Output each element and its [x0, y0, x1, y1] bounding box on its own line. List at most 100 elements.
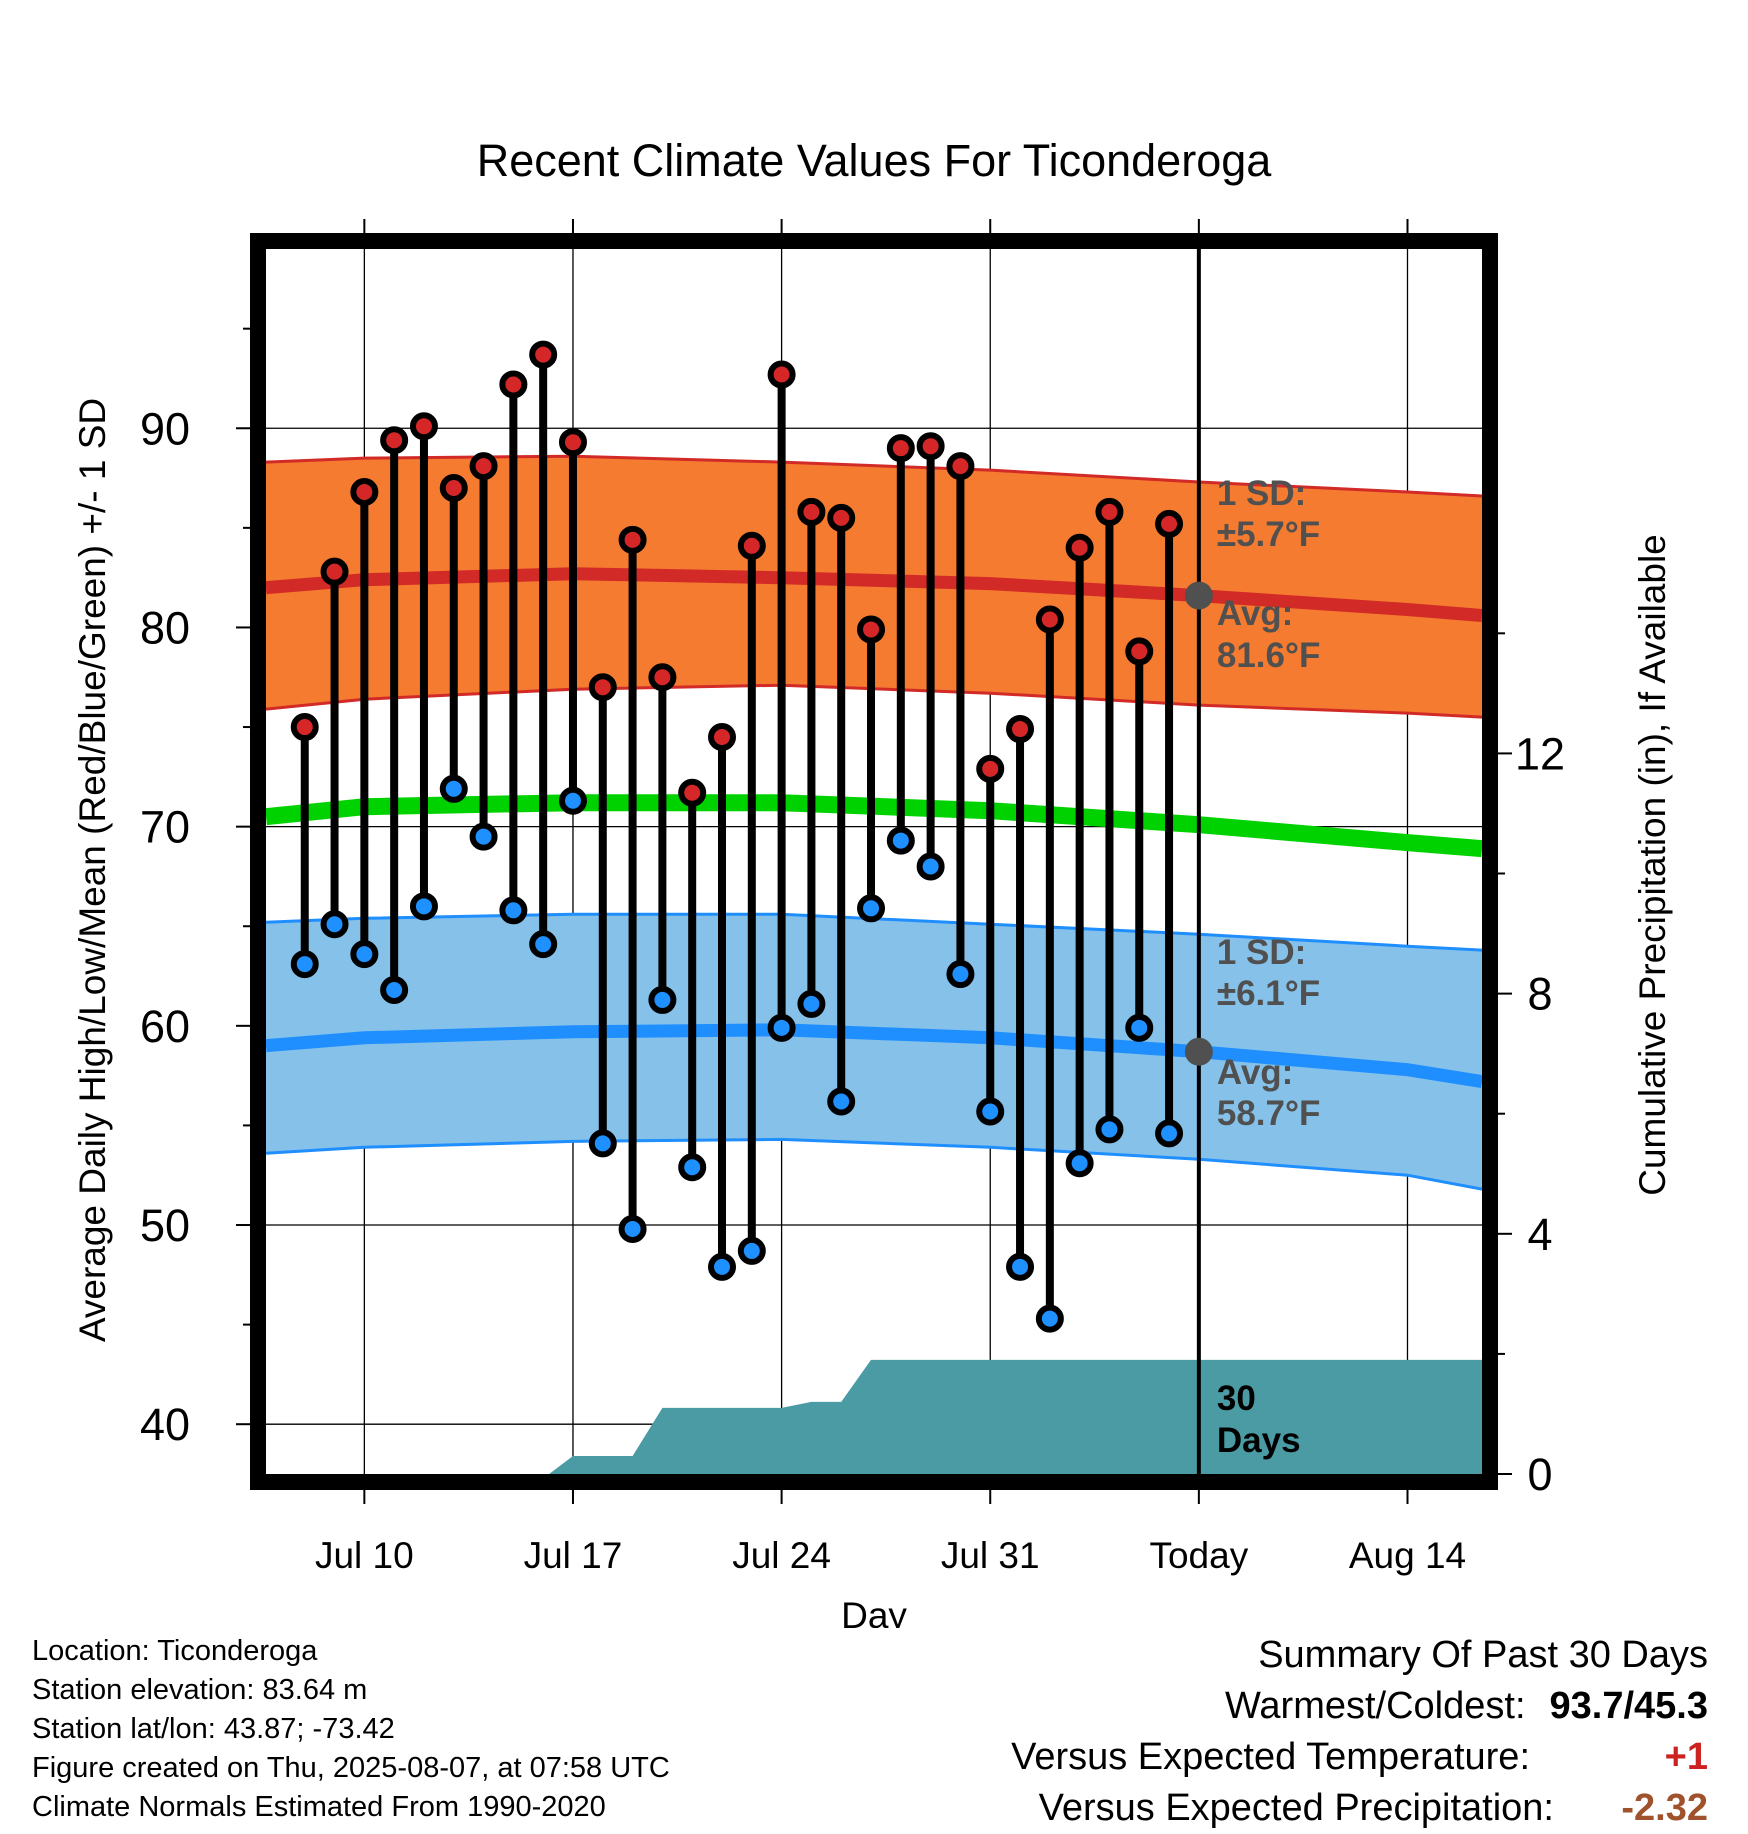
high-temp-point: [678, 778, 707, 807]
low-temp-point: [886, 826, 915, 855]
low-temp-point: [290, 950, 319, 979]
low-temp-point: [1125, 1013, 1154, 1042]
high-temp-point: [946, 452, 975, 481]
y2-axis-label: Cumulative Precipitation (in), If Availa…: [1632, 534, 1673, 1196]
high-temp-point: [1125, 637, 1154, 666]
low-lower-line: [266, 1137, 1482, 1191]
chart-title: Recent Climate Values For Ticonderoga: [477, 135, 1273, 186]
high-temp-point: [439, 474, 468, 503]
precip-value: -2.32: [1621, 1787, 1708, 1829]
low-temp-point: [469, 822, 498, 851]
low-sd-label: 1 SD:: [1217, 933, 1306, 972]
high-temp-point: [737, 531, 766, 560]
high-temp-point: [648, 663, 677, 692]
low-temp-point: [946, 960, 975, 989]
temp-value: +1: [1664, 1736, 1708, 1778]
low-temp-point: [1155, 1119, 1184, 1148]
y2-tick-label: 12: [1515, 728, 1565, 779]
low-sd-band: [266, 914, 1482, 1190]
low-temp-point: [409, 892, 438, 921]
precip-row: Versus Expected Precipitation: -2.32: [1011, 1783, 1708, 1834]
high-temp-point: [1155, 509, 1184, 538]
high-temp-point: [976, 754, 1005, 783]
y-axis-label: Average Daily High/Low/Mean (Red/Blue/Gr…: [72, 398, 113, 1342]
low-sd-value: ±6.1°F: [1217, 974, 1320, 1013]
warmest-value: 93.7/45.3: [1549, 1685, 1708, 1727]
y-tick-label: 80: [140, 602, 190, 653]
low-temp-point: [558, 786, 587, 815]
today-low-avg-marker: [1184, 1037, 1213, 1066]
today-high-avg-marker: [1184, 581, 1213, 610]
high-avg-value: 81.6°F: [1217, 636, 1321, 675]
y2-tick-label: 8: [1527, 969, 1552, 1020]
low-temp-point: [708, 1252, 736, 1281]
y-tick-label: 70: [140, 802, 190, 853]
high-temp-point: [708, 723, 736, 752]
high-sd-label: 1 SD:: [1217, 474, 1306, 513]
high-temp-point: [886, 434, 915, 463]
low-temp-point: [737, 1236, 766, 1265]
high-temp-point: [320, 557, 349, 586]
x-axis-label: Day: [841, 1595, 907, 1628]
created-text: Figure created on Thu, 2025-08-07, at 07…: [32, 1752, 670, 1784]
low-temp-point: [529, 930, 558, 959]
x-tick-label: Jul 10: [315, 1535, 414, 1576]
climate-chart: Recent Climate Values For Ticonderoga 1 …: [72, 135, 1673, 1628]
warmest-row: Warmest/Coldest: 93.7/45.3: [1011, 1681, 1708, 1732]
x-tick-label: Today: [1149, 1535, 1248, 1576]
low-temp-point: [916, 852, 945, 881]
plot-frame: [250, 233, 1498, 1490]
x-tick-label: Jul 31: [941, 1535, 1040, 1576]
low-temp-point: [439, 774, 468, 803]
x-tick-label: Aug 14: [1349, 1535, 1466, 1576]
high-temp-point: [469, 452, 498, 481]
y-tick-label: 40: [140, 1399, 190, 1450]
low-temp-point: [857, 894, 886, 923]
y-tick-label: 60: [140, 1001, 190, 1052]
y-tick-label: 90: [140, 403, 190, 454]
high-temp-point: [350, 478, 379, 507]
days-unit-label: Days: [1217, 1421, 1301, 1460]
y-tick-label: 50: [140, 1200, 190, 1251]
elevation-text: Station elevation: 83.64 m: [32, 1674, 368, 1706]
high-temp-point: [1065, 533, 1094, 562]
latlon-text: Station lat/lon: 43.87; -73.42: [32, 1713, 395, 1745]
low-temp-point: [648, 985, 677, 1014]
low-temp-point: [827, 1087, 856, 1116]
low-avg-label: Avg:: [1217, 1053, 1293, 1092]
low-temp-point: [320, 910, 349, 939]
x-tick-label: Jul 24: [732, 1535, 831, 1576]
low-temp-point: [767, 1013, 796, 1042]
low-temp-point: [976, 1097, 1005, 1126]
high-avg-label: Avg:: [1217, 594, 1293, 633]
temp-label: Versus Expected Temperature:: [1011, 1736, 1530, 1778]
normals-text: Climate Normals Estimated From 1990-2020: [32, 1791, 606, 1823]
days-count-label: 30: [1217, 1379, 1256, 1418]
high-temp-point: [290, 713, 319, 742]
high-temp-point: [1035, 605, 1064, 634]
low-temp-point: [618, 1215, 647, 1243]
temp-row: Versus Expected Temperature: +1: [1011, 1732, 1708, 1783]
high-temp-point: [409, 412, 438, 441]
high-temp-point: [529, 340, 558, 369]
low-temp-point: [678, 1153, 707, 1182]
high-lower-line: [266, 683, 1482, 719]
low-temp-point: [588, 1129, 617, 1158]
high-temp-point: [916, 432, 945, 461]
precip-label: Versus Expected Precipitation:: [1038, 1787, 1554, 1829]
location-text: Location: Ticonderoga: [32, 1635, 318, 1667]
high-temp-point: [558, 428, 587, 457]
low-avg-line: [266, 1023, 1482, 1089]
high-temp-point: [499, 370, 528, 399]
low-temp-point: [499, 896, 528, 925]
low-temp-point: [1006, 1252, 1035, 1281]
low-temp-point: [797, 989, 826, 1018]
high-temp-point: [797, 497, 826, 526]
station-info: Location: Ticonderoga Station elevation:…: [32, 1632, 670, 1827]
high-upper-line: [266, 454, 1482, 498]
mean-line: [266, 794, 1482, 858]
summary-panel: Summary Of Past 30 Days Warmest/Coldest:…: [1011, 1630, 1708, 1834]
high-sd-value: ±5.7°F: [1217, 515, 1320, 554]
high-temp-point: [857, 615, 886, 644]
